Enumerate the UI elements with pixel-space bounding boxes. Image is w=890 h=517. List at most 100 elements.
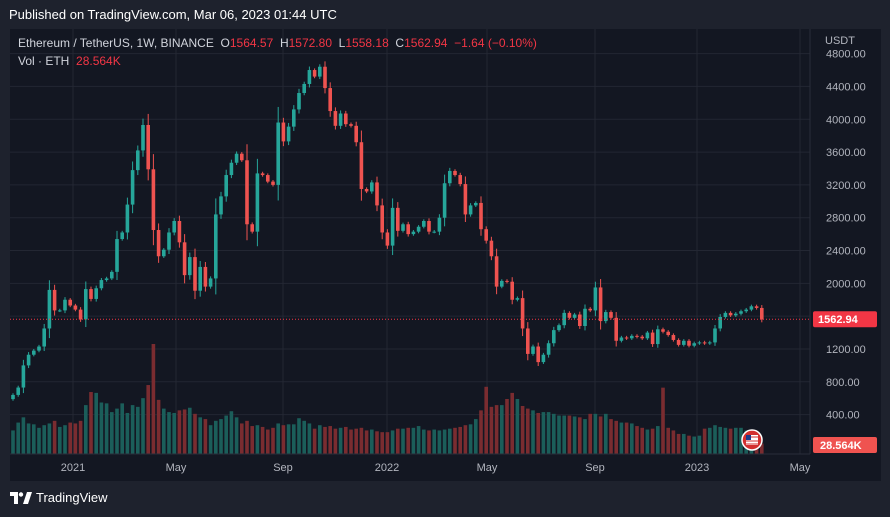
candlesticks	[11, 61, 764, 401]
volume-bar	[68, 422, 72, 454]
candle-body	[437, 217, 442, 232]
volume-bar	[505, 399, 509, 454]
candle-body	[318, 66, 322, 77]
volume-bar	[526, 408, 530, 454]
volume-bar	[21, 417, 26, 454]
volume-bar	[333, 428, 338, 454]
candle-body	[666, 331, 670, 336]
candle-body	[583, 308, 587, 327]
candle-body	[432, 231, 436, 233]
candle-body	[692, 343, 696, 346]
grid-lines	[10, 29, 811, 454]
candle-body	[609, 312, 613, 318]
volume-bar	[515, 399, 520, 454]
volume-bar	[271, 427, 275, 454]
price-tick-label: 2400.00	[826, 246, 866, 258]
volume-bar	[448, 428, 452, 454]
price-tick-label: 800.00	[826, 377, 860, 389]
volume-bar	[422, 429, 426, 454]
candle-body	[255, 173, 260, 232]
volume-bar	[37, 427, 41, 454]
candle-body	[661, 329, 665, 332]
volume-bar	[619, 422, 624, 454]
volume-bar	[697, 435, 702, 454]
candle-body	[526, 328, 530, 354]
candle-body	[728, 312, 733, 316]
volume-bar	[115, 408, 119, 454]
volume-value: 28.564K	[76, 54, 121, 68]
tradingview-logo[interactable]: TradingView	[10, 490, 108, 505]
volume-bar	[479, 410, 483, 454]
volume-bar	[208, 425, 213, 454]
candle-body	[125, 204, 130, 233]
symbol-name[interactable]: Ethereum / TetherUS, 1W, BINANCE	[18, 36, 214, 50]
time-tick-label: May	[477, 462, 498, 474]
candle-body	[390, 207, 395, 246]
time-tick-label: May	[166, 462, 187, 474]
volume-bar	[676, 433, 681, 454]
candle-body	[656, 329, 660, 345]
volume-bar	[281, 425, 286, 454]
volume-bar	[380, 432, 384, 454]
candle-body	[650, 332, 655, 345]
candle-body	[266, 175, 270, 182]
last-volume-tag: 28.564K	[813, 437, 877, 453]
volume-bar	[723, 427, 728, 454]
candle-body	[146, 124, 150, 170]
time-tick-label: Sep	[585, 462, 605, 474]
volume-bar	[552, 413, 556, 454]
volume-bar	[359, 427, 364, 454]
candle-body	[47, 289, 52, 329]
candle-body	[94, 288, 98, 299]
volume-bar	[370, 429, 374, 454]
candle-body	[427, 220, 431, 232]
candle-body	[182, 242, 187, 276]
currency-label: USDT	[825, 35, 855, 47]
candle-body	[396, 207, 400, 231]
volume-bar	[692, 436, 696, 454]
volume-bar	[250, 426, 254, 454]
volume-label[interactable]: Vol · ETH	[18, 54, 70, 68]
candle-body	[240, 153, 244, 161]
price-tick-label: 3600.00	[826, 147, 866, 159]
volume-bar	[32, 424, 36, 454]
volume-bar	[442, 429, 447, 454]
volume-bar	[463, 425, 468, 454]
volume-bar	[520, 405, 525, 454]
candle-body	[370, 182, 374, 192]
candle-body	[494, 256, 499, 287]
volume-bar	[338, 427, 343, 454]
price-chart[interactable]: 4800.00 4400.00 4000.00 3600.00 3200.00 2800.…	[10, 29, 881, 481]
volume-bar	[177, 410, 182, 454]
candle-body	[349, 124, 353, 126]
candle-body	[630, 335, 634, 339]
volume-bar	[328, 426, 332, 454]
candle-body	[214, 214, 218, 279]
volume-bar	[453, 427, 457, 454]
candle-body	[578, 314, 582, 327]
volume-bar	[598, 416, 603, 454]
volume-bar	[156, 399, 161, 454]
candle-body	[63, 299, 67, 311]
candle-body	[458, 175, 462, 185]
time-axis[interactable]: 2021 May Sep 2022 May Sep 2023 May	[10, 453, 811, 474]
candle-body	[744, 309, 748, 312]
candle-body	[531, 346, 535, 354]
us-flag-icon[interactable]	[741, 429, 763, 451]
candle-body	[734, 313, 738, 316]
volume-bar	[708, 427, 712, 454]
candle-body	[546, 343, 551, 355]
volume-bar	[567, 415, 572, 454]
volume-bar	[562, 415, 566, 454]
volume-bar	[224, 415, 228, 454]
price-axis[interactable]: 4800.00 4400.00 4000.00 3600.00 3200.00 2800.…	[826, 49, 866, 422]
candle-body	[489, 240, 494, 257]
candle-body	[359, 142, 364, 189]
volume-bar	[84, 405, 88, 454]
candle-body	[328, 88, 332, 112]
volume-bar	[437, 430, 442, 454]
volume-bar	[167, 412, 171, 454]
volume-bar	[146, 385, 150, 454]
volume-bar	[546, 412, 551, 454]
candle-body	[614, 317, 618, 341]
